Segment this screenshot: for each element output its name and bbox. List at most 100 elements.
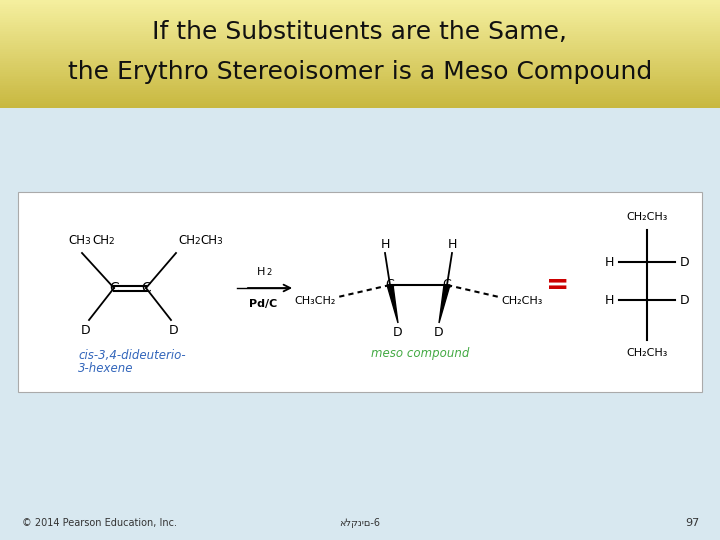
- Text: D: D: [434, 327, 444, 340]
- Text: אלקנים-6: אלקנים-6: [340, 518, 380, 528]
- Bar: [0, 100, 720, 103]
- Bar: [0, 59, 720, 61]
- Text: the Erythro Stereoisomer is a Meso Compound: the Erythro Stereoisomer is a Meso Compo…: [68, 60, 652, 84]
- Bar: [0, 25, 720, 27]
- Bar: [0, 106, 720, 108]
- Bar: [0, 16, 720, 18]
- Bar: [0, 23, 720, 25]
- Bar: [0, 46, 720, 49]
- Bar: [0, 9, 720, 11]
- Bar: [0, 108, 720, 540]
- Bar: [0, 19, 720, 22]
- Bar: [0, 28, 720, 31]
- Bar: [0, 98, 720, 101]
- Text: If the Substituents are the Same,: If the Substituents are the Same,: [153, 20, 567, 44]
- Bar: [0, 82, 720, 85]
- Text: 2: 2: [266, 268, 271, 277]
- Text: meso compound: meso compound: [371, 348, 469, 361]
- Bar: [18, 192, 702, 392]
- Bar: [0, 36, 720, 38]
- Bar: [0, 86, 720, 88]
- Bar: [0, 37, 720, 39]
- Bar: [0, 43, 720, 45]
- Text: H: H: [380, 239, 390, 252]
- Bar: [0, 87, 720, 90]
- Bar: [0, 63, 720, 65]
- Bar: [0, 52, 720, 54]
- Bar: [0, 33, 720, 36]
- Bar: [0, 95, 720, 97]
- Text: 2: 2: [194, 237, 199, 246]
- Bar: [0, 17, 720, 20]
- Bar: [0, 26, 720, 29]
- Text: H: H: [447, 239, 456, 252]
- Bar: [0, 60, 720, 63]
- Bar: [0, 66, 720, 69]
- Bar: [0, 68, 720, 70]
- Bar: [0, 5, 720, 7]
- Bar: [0, 84, 720, 86]
- Text: Pd/C: Pd/C: [249, 299, 277, 309]
- Text: 3: 3: [84, 237, 90, 246]
- Text: C: C: [443, 279, 451, 292]
- Text: cis-3,4-dideuterio-: cis-3,4-dideuterio-: [78, 348, 186, 361]
- Bar: [0, 77, 720, 79]
- Text: 3-hexene: 3-hexene: [78, 361, 133, 375]
- Bar: [0, 39, 720, 42]
- Text: D: D: [393, 327, 402, 340]
- Text: H: H: [257, 267, 265, 277]
- Bar: [0, 1, 720, 4]
- Text: CH₂CH₃: CH₂CH₃: [626, 348, 667, 358]
- Text: © 2014 Pearson Education, Inc.: © 2014 Pearson Education, Inc.: [22, 518, 177, 528]
- Bar: [0, 14, 720, 16]
- Text: C: C: [141, 281, 151, 295]
- Bar: [0, 44, 720, 47]
- Bar: [0, 3, 720, 5]
- Text: CH₂CH₃: CH₂CH₃: [626, 212, 667, 222]
- Text: CH₂CH₃: CH₂CH₃: [501, 296, 543, 306]
- Text: CH: CH: [200, 234, 217, 247]
- Text: C: C: [109, 281, 119, 295]
- Bar: [0, 57, 720, 59]
- Polygon shape: [387, 285, 398, 323]
- Bar: [0, 70, 720, 72]
- Text: C: C: [386, 279, 395, 292]
- Bar: [0, 0, 720, 2]
- Bar: [0, 80, 720, 83]
- Text: CH: CH: [68, 234, 85, 247]
- Bar: [0, 79, 720, 81]
- Text: H: H: [604, 255, 613, 268]
- Text: 2: 2: [108, 237, 114, 246]
- Bar: [0, 32, 720, 34]
- Bar: [0, 12, 720, 15]
- Text: CH: CH: [178, 234, 195, 247]
- Bar: [0, 6, 720, 9]
- Text: =: =: [546, 271, 570, 299]
- Bar: [0, 93, 720, 96]
- Bar: [0, 41, 720, 43]
- Text: 97: 97: [685, 518, 700, 528]
- Bar: [0, 102, 720, 104]
- Bar: [0, 104, 720, 106]
- Bar: [0, 48, 720, 50]
- Bar: [0, 75, 720, 77]
- Bar: [0, 97, 720, 99]
- Text: D: D: [680, 255, 690, 268]
- Text: CH: CH: [92, 234, 109, 247]
- Text: D: D: [169, 323, 179, 336]
- Bar: [0, 55, 720, 58]
- Text: D: D: [81, 323, 91, 336]
- Bar: [0, 64, 720, 66]
- Polygon shape: [439, 285, 450, 323]
- Bar: [0, 73, 720, 76]
- Bar: [0, 53, 720, 56]
- Bar: [0, 91, 720, 93]
- Bar: [0, 30, 720, 32]
- Bar: [0, 10, 720, 12]
- Bar: [0, 50, 720, 52]
- Text: D: D: [680, 294, 690, 307]
- Bar: [0, 21, 720, 23]
- Bar: [0, 90, 720, 92]
- Text: 3: 3: [216, 237, 222, 246]
- Bar: [0, 71, 720, 74]
